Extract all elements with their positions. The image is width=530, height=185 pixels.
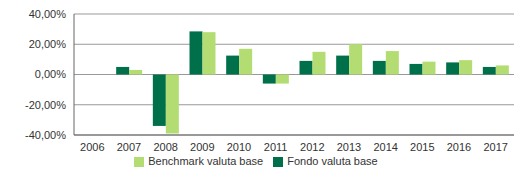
svg-text:2011: 2011 [264,141,288,153]
html-text:Fondo valuta base: Fondo valuta base [287,155,378,167]
svg-text:2016: 2016 [447,141,471,153]
svg-text:2015: 2015 [410,141,434,153]
html-text:Benchmark valuta base: Benchmark valuta base [148,155,264,167]
svg-text:2007: 2007 [117,141,141,153]
svg-text:-40,00%: -40,00% [25,129,66,141]
svg-text:2009: 2009 [190,141,214,153]
svg-text:2006: 2006 [80,141,104,153]
svg-text:2010: 2010 [227,141,251,153]
svg-text:2008: 2008 [153,141,177,153]
svg-text:-20,00%: -20,00% [25,99,66,111]
svg-text:20,00%: 20,00% [29,38,67,50]
svg-text:2017: 2017 [483,141,507,153]
svg-text:2012: 2012 [300,141,324,153]
svg-text:40,00%: 40,00% [29,8,67,20]
svg-text:0,00%: 0,00% [35,68,66,80]
svg-text:2013: 2013 [337,141,361,153]
svg-text:2014: 2014 [373,141,397,153]
